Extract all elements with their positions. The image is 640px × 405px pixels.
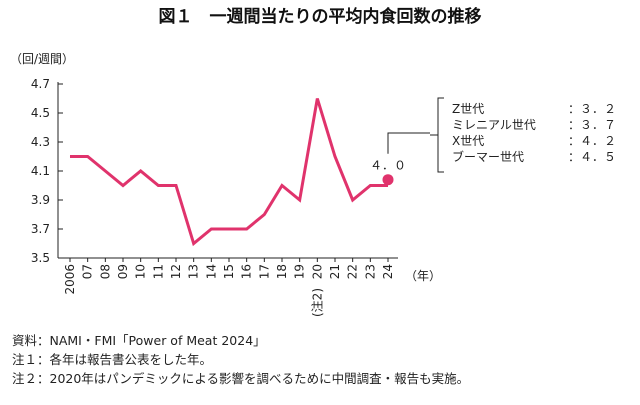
x-tick-label: 12 bbox=[169, 264, 183, 279]
x-tick-label: 15 bbox=[222, 264, 236, 279]
generation-separator: ： bbox=[568, 102, 580, 116]
x-tick-label: 11 bbox=[151, 264, 165, 279]
x-tick-note: (注2) bbox=[309, 288, 324, 317]
notes: 資料：NAMI・FMI「Power of Meat 2024」注１：各年は報告書… bbox=[12, 333, 469, 386]
y-tick-label: 4.5 bbox=[31, 106, 50, 120]
generation-label: Z世代 bbox=[452, 102, 484, 116]
x-tick-label: 08 bbox=[98, 264, 112, 279]
x-tick-label: 23 bbox=[363, 264, 377, 279]
y-tick-label: 3.5 bbox=[31, 251, 50, 265]
generation-separator: ： bbox=[568, 134, 580, 148]
generation-label: ミレニアル世代 bbox=[452, 118, 536, 132]
y-tick-label: 4.7 bbox=[31, 77, 50, 91]
y-tick-label: 4.3 bbox=[31, 135, 50, 149]
generation-value: ４．５ bbox=[580, 150, 616, 164]
x-tick-label: 2006 bbox=[63, 264, 77, 295]
x-tick-label: 20 bbox=[310, 264, 324, 279]
x-tick-label: 19 bbox=[293, 264, 307, 279]
x-tick-label: 18 bbox=[275, 264, 289, 279]
highlight-layer: ４．０ bbox=[370, 159, 406, 186]
x-tick-label: 16 bbox=[240, 264, 254, 279]
series-layer bbox=[70, 98, 388, 243]
generation-separator: ： bbox=[568, 118, 580, 132]
y-tick-label: 3.9 bbox=[31, 193, 50, 207]
generation-label: ブーマー世代 bbox=[452, 149, 524, 164]
chart-title: 図１ 一週間当たりの平均内食回数の推移 bbox=[159, 6, 482, 27]
x-tick-label: 07 bbox=[81, 264, 95, 279]
highlight-point bbox=[383, 174, 394, 185]
generation-label: X世代 bbox=[452, 134, 484, 148]
generation-separator: ： bbox=[568, 150, 580, 164]
generation-value: ３．７ bbox=[580, 118, 616, 132]
y-tick-label: 3.7 bbox=[31, 222, 50, 236]
axes bbox=[58, 82, 398, 258]
highlight-label: ４．０ bbox=[370, 159, 406, 173]
generation-value: ３．２ bbox=[580, 102, 616, 116]
note-line: 注１：各年は報告書公表をした年。 bbox=[12, 352, 212, 367]
note-line: 注２：2020年はパンデミックによる影響を調べるために中間調査・報告も実施。 bbox=[12, 371, 469, 386]
x-tick-label: 10 bbox=[134, 264, 148, 279]
x-tick-label: 14 bbox=[204, 264, 218, 279]
bracket bbox=[438, 98, 444, 172]
x-tick-label: 13 bbox=[187, 264, 201, 279]
x-tick-label: 09 bbox=[116, 264, 130, 279]
generation-value: ４．２ bbox=[580, 134, 616, 148]
y-tick-label: 4.1 bbox=[31, 164, 50, 178]
x-axis-label: （年） bbox=[405, 269, 441, 283]
x-tick-label: 24 bbox=[381, 264, 395, 279]
series-line bbox=[70, 99, 388, 244]
x-tick-label: 22 bbox=[346, 264, 360, 279]
x-tick-label: 17 bbox=[257, 264, 271, 279]
note-line: 資料：NAMI・FMI「Power of Meat 2024」 bbox=[12, 333, 266, 348]
connector-line bbox=[388, 133, 430, 154]
y-axis-label: （回/週間） bbox=[10, 52, 74, 66]
x-tick-label: 21 bbox=[328, 264, 342, 279]
